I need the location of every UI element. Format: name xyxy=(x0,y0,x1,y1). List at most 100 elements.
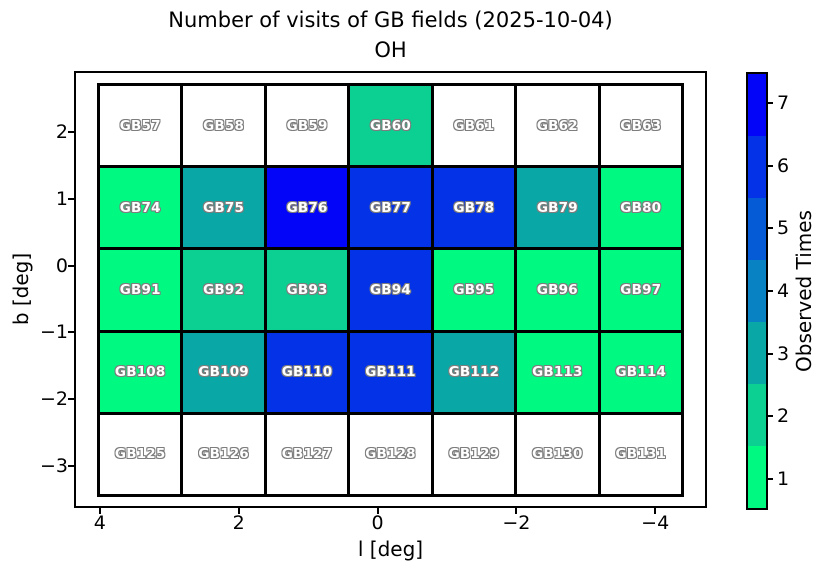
field-label: GB114 xyxy=(615,364,667,381)
field-cell-GB61: GB61 xyxy=(433,86,515,166)
colorbar-band-2 xyxy=(748,384,766,446)
y-tick-label: 0 xyxy=(55,254,68,277)
colorbar-tick xyxy=(768,415,773,418)
field-label: GB59 xyxy=(286,117,328,134)
y-axis-label: b [deg] xyxy=(9,252,33,326)
x-tick-label: −2 xyxy=(502,512,531,534)
field-label: GB112 xyxy=(448,364,500,381)
y-tick-label: −3 xyxy=(39,454,68,477)
field-label: GB60 xyxy=(370,117,411,134)
field-label: GB75 xyxy=(203,199,245,216)
field-cell-GB112: GB112 xyxy=(433,332,515,412)
field-cell-GB108: GB108 xyxy=(100,332,181,412)
x-tick-label: −4 xyxy=(641,512,670,534)
field-label: GB96 xyxy=(536,281,578,298)
colorbar-tick-label: 6 xyxy=(777,154,790,177)
field-label: GB109 xyxy=(198,364,249,381)
x-tick xyxy=(376,508,379,514)
colorbar-band-6 xyxy=(748,136,766,198)
field-cell-GB128: GB128 xyxy=(350,414,431,494)
field-label: GB127 xyxy=(281,446,333,463)
field-cell-GB110: GB110 xyxy=(266,332,348,412)
field-cell-GB74: GB74 xyxy=(100,168,181,248)
field-cell-GB130: GB130 xyxy=(517,414,598,494)
field-label: GB111 xyxy=(365,364,416,381)
x-tick-label: 4 xyxy=(93,512,106,534)
colorbar-tick xyxy=(768,227,773,230)
y-tick-label: 1 xyxy=(55,187,68,210)
field-cell-GB111: GB111 xyxy=(350,332,431,412)
y-tick-label: −2 xyxy=(39,387,68,410)
field-label: GB78 xyxy=(453,199,495,216)
field-label: GB77 xyxy=(370,199,411,216)
colorbar-label: Observed Times xyxy=(792,210,816,372)
field-cell-GB94: GB94 xyxy=(350,250,431,330)
field-cell-GB77: GB77 xyxy=(350,168,431,248)
field-cell-GB125: GB125 xyxy=(100,414,181,494)
field-label: GB95 xyxy=(453,281,495,298)
field-label: GB97 xyxy=(620,281,662,298)
field-label: GB57 xyxy=(119,117,161,134)
field-cell-GB75: GB75 xyxy=(183,168,264,248)
field-label: GB92 xyxy=(203,281,245,298)
field-cell-GB96: GB96 xyxy=(517,250,598,330)
field-cell-GB113: GB113 xyxy=(517,332,598,412)
colorbar-tick-label: 5 xyxy=(777,217,790,240)
x-tick xyxy=(515,508,518,514)
colorbar-tick-label: 2 xyxy=(777,405,790,428)
colorbar-band-3 xyxy=(748,322,766,384)
colorbar-tick xyxy=(768,290,773,292)
field-label: GB76 xyxy=(286,199,328,216)
field-label: GB108 xyxy=(114,364,166,381)
field-cell-GB58: GB58 xyxy=(183,86,264,166)
chart-subtitle: OH xyxy=(374,37,407,62)
y-tick-label: −1 xyxy=(39,321,68,344)
field-label: GB94 xyxy=(370,281,411,298)
field-label: GB63 xyxy=(620,117,662,134)
field-cell-GB59: GB59 xyxy=(266,86,348,166)
colorbar-tick-label: 3 xyxy=(777,342,790,365)
y-tick xyxy=(68,197,74,200)
x-tick-label: 2 xyxy=(232,512,245,534)
field-cell-GB60: GB60 xyxy=(350,86,431,166)
field-cell-GB97: GB97 xyxy=(600,250,681,330)
field-label: GB62 xyxy=(536,117,578,134)
field-cell-GB78: GB78 xyxy=(433,168,515,248)
field-cell-GB131: GB131 xyxy=(600,414,681,494)
colorbar-band-4 xyxy=(748,260,766,322)
field-cell-GB57: GB57 xyxy=(100,86,181,166)
x-tick-label: 0 xyxy=(371,512,384,534)
field-label: GB130 xyxy=(532,446,583,463)
y-tick xyxy=(68,264,74,267)
field-cell-GB76: GB76 xyxy=(266,168,348,248)
chart-title: Number of visits of GB fields (2025-10-0… xyxy=(168,8,613,32)
field-label: GB126 xyxy=(198,446,249,463)
field-label: GB110 xyxy=(281,364,333,381)
field-label: GB80 xyxy=(620,199,662,216)
field-cell-GB93: GB93 xyxy=(266,250,348,330)
x-tick xyxy=(98,508,101,514)
field-grid: GB57 GB58 GB59 GB60 GB61 GB62 GB63 GB74 GB75 GB76… xyxy=(97,83,684,497)
field-label: GB125 xyxy=(114,446,166,463)
field-label: GB113 xyxy=(532,364,583,381)
colorbar-band-5 xyxy=(748,198,766,260)
field-label: GB128 xyxy=(365,446,416,463)
field-cell-GB79: GB79 xyxy=(517,168,598,248)
field-cell-GB109: GB109 xyxy=(183,332,264,412)
field-label: GB93 xyxy=(286,281,328,298)
colorbar-tick xyxy=(768,164,773,167)
y-tick xyxy=(68,331,74,334)
colorbar-tick xyxy=(768,352,773,355)
field-label: GB79 xyxy=(536,199,578,216)
field-label: GB129 xyxy=(448,446,500,463)
field-label: GB61 xyxy=(453,117,495,134)
y-tick xyxy=(68,464,74,467)
field-label: GB58 xyxy=(203,117,245,134)
colorbar-tick xyxy=(768,102,773,105)
field-cell-GB95: GB95 xyxy=(433,250,515,330)
x-tick xyxy=(237,508,240,514)
x-tick xyxy=(654,508,657,514)
field-cell-GB80: GB80 xyxy=(600,168,681,248)
field-cell-GB63: GB63 xyxy=(600,86,681,166)
